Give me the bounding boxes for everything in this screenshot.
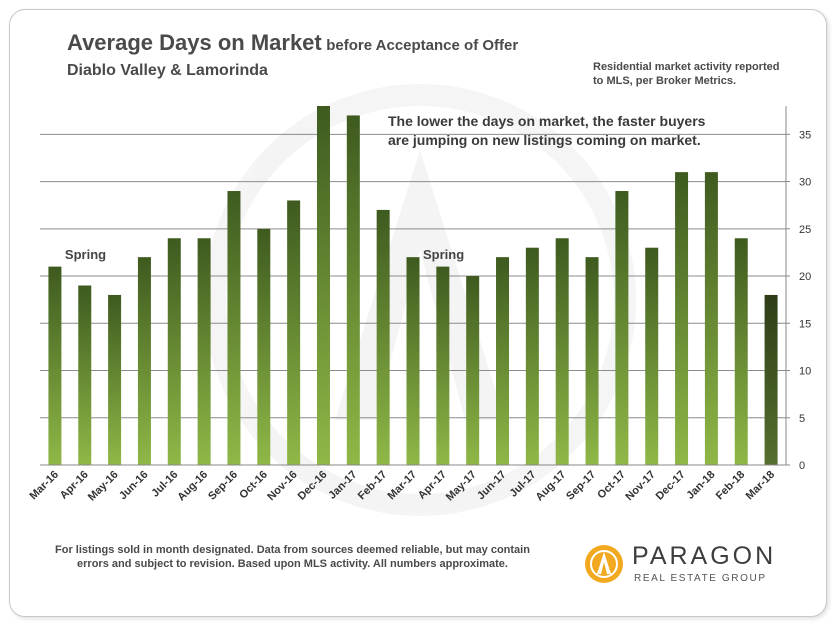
annotations: Spring Spring	[65, 247, 464, 262]
footnote: For listings sold in month designated. D…	[40, 543, 545, 571]
paragon-logo-icon	[585, 545, 623, 583]
source-note-line2: to MLS, per Broker Metrics.	[593, 75, 737, 87]
bar-aug-16	[197, 238, 211, 465]
y-tick-label: 25	[799, 224, 811, 236]
x-tick-label: Jan-18	[684, 469, 717, 502]
y-tick-label: 20	[799, 271, 811, 283]
x-tick-label: Nov-17	[623, 469, 657, 503]
bar-apr-16	[78, 285, 92, 465]
x-tick-label: Oct-17	[595, 469, 628, 502]
x-tick-label: Apr-16	[58, 469, 91, 502]
footnote-line1: For listings sold in month designated. D…	[55, 544, 530, 556]
bar-jul-17	[525, 247, 539, 465]
bar-jun-17	[496, 257, 510, 465]
bar-dec-16	[316, 106, 330, 465]
x-tick-label: Jun-16	[117, 469, 151, 503]
x-tick-label: Sep-17	[564, 469, 598, 503]
bar-sep-17	[585, 257, 599, 465]
bar-sep-16	[227, 191, 241, 466]
y-tick-label: 0	[799, 460, 805, 472]
x-tick-label: Mar-18	[744, 469, 778, 503]
x-tick-label: Sep-16	[206, 469, 240, 503]
x-tick-label: Nov-16	[265, 469, 299, 503]
x-tick-label: May-16	[86, 469, 121, 504]
y-axis-ticks: 0 5 10 15 20 25 30 35	[786, 129, 811, 472]
bar-mar-16	[48, 266, 62, 465]
y-tick-label: 15	[799, 318, 811, 330]
bar-mar-18	[764, 294, 778, 465]
chart-annotation-note: The lower the days on market, the faster…	[388, 112, 768, 150]
note-line1: The lower the days on market, the faster…	[388, 113, 706, 129]
bar-dec-17	[675, 172, 689, 465]
x-tick-label: Aug-16	[175, 469, 210, 504]
y-tick-label: 5	[799, 413, 805, 425]
x-tick-label: Mar-16	[27, 469, 61, 503]
note-line2: are jumping on new listings coming on ma…	[388, 132, 701, 148]
chart-subtitle: Diablo Valley & Lamorinda	[67, 62, 268, 79]
bar-jul-16	[167, 238, 181, 465]
bar-oct-16	[257, 228, 271, 465]
chart-title-main: Average Days on Market	[67, 30, 322, 55]
bar-nov-16	[287, 200, 301, 465]
bar-jan-18	[704, 172, 718, 465]
y-tick-label: 35	[799, 129, 811, 141]
bar-feb-17	[376, 209, 390, 465]
bar-aug-17	[555, 238, 569, 465]
bar-may-16	[108, 294, 122, 465]
source-note: Residential market activity reported to …	[593, 60, 803, 88]
annotation-spring: Spring	[65, 247, 106, 262]
bars	[48, 106, 778, 466]
bar-feb-18	[734, 238, 748, 465]
bar-jan-17	[346, 115, 360, 466]
x-tick-label: Oct-16	[237, 469, 270, 502]
chart-title-sub: before Acceptance of Offer	[326, 37, 519, 54]
chart-title: Average Days on Market before Acceptance…	[67, 30, 518, 56]
x-tick-label: Dec-17	[654, 469, 688, 503]
footnote-line2: errors and subject to revision. Based up…	[77, 558, 508, 570]
paragon-logo: PARAGON REAL ESTATE GROUP	[582, 542, 792, 588]
source-note-line1: Residential market activity reported	[593, 61, 780, 73]
bar-oct-17	[615, 191, 629, 466]
y-tick-label: 30	[799, 177, 811, 189]
bar-nov-17	[645, 247, 659, 465]
x-tick-label: Feb-18	[714, 469, 748, 503]
annotation-spring: Spring	[423, 247, 464, 262]
bar-apr-17	[436, 266, 450, 465]
logo-name: PARAGON	[632, 542, 777, 570]
bar-may-17	[466, 276, 480, 465]
logo-tagline: REAL ESTATE GROUP	[634, 573, 767, 584]
bar-mar-17	[406, 257, 420, 465]
bar-jun-16	[137, 257, 151, 465]
y-tick-label: 10	[799, 366, 811, 378]
